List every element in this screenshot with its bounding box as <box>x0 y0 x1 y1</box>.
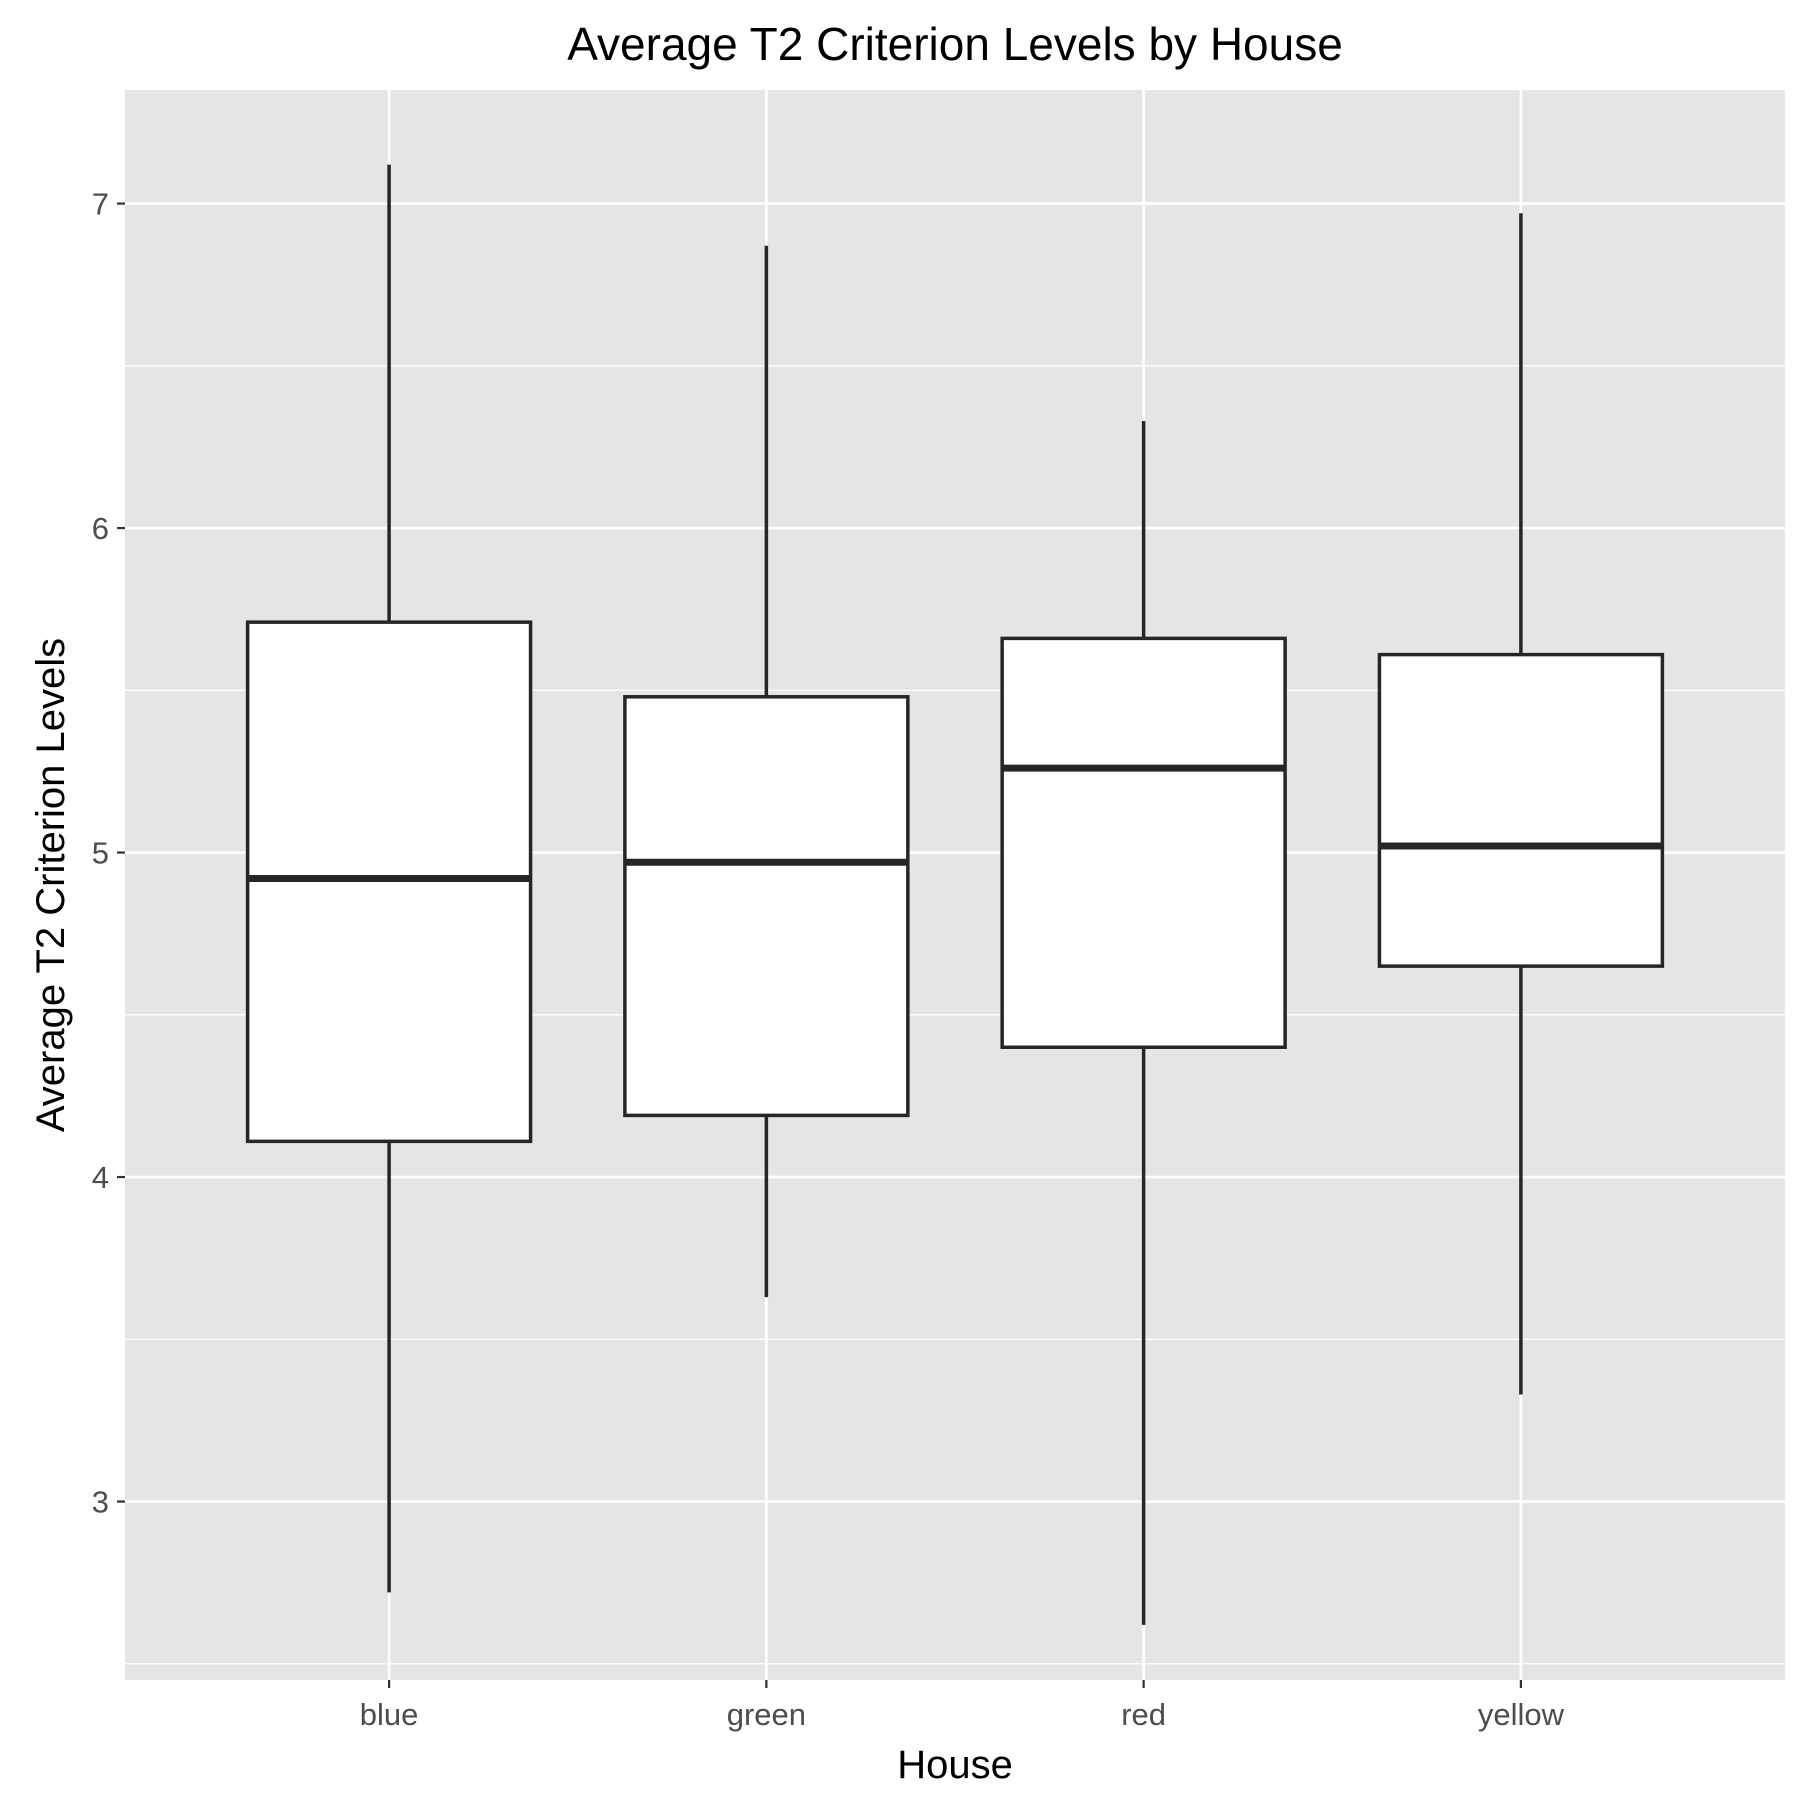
box-blue <box>245 164 533 1593</box>
y-axis-title: Average T2 Criterion Levels <box>29 638 73 1132</box>
interquartile-box <box>1000 636 1287 1049</box>
y-tick-label: 4 <box>92 1160 109 1195</box>
y-tick-label: 5 <box>92 836 109 871</box>
x-tick-label: blue <box>360 1697 419 1732</box>
chart-title: Average T2 Criterion Levels by House <box>567 18 1343 70</box>
y-tick-label: 7 <box>92 187 109 222</box>
interquartile-box <box>623 695 910 1118</box>
box-red <box>1000 420 1287 1625</box>
x-tick-label: yellow <box>1478 1697 1565 1732</box>
y-tick-label: 6 <box>92 511 109 546</box>
axes: 3 4 5 6 7 blue green red yellow <box>92 187 1565 1732</box>
interquartile-box <box>1377 652 1665 968</box>
x-axis-title: House <box>897 1743 1013 1787</box>
box-yellow <box>1377 213 1665 1395</box>
y-tick-label: 3 <box>92 1485 109 1520</box>
box-green <box>623 245 910 1298</box>
boxes <box>245 164 1665 1625</box>
x-tick-label: red <box>1121 1697 1166 1732</box>
x-tick-label: green <box>727 1697 806 1732</box>
